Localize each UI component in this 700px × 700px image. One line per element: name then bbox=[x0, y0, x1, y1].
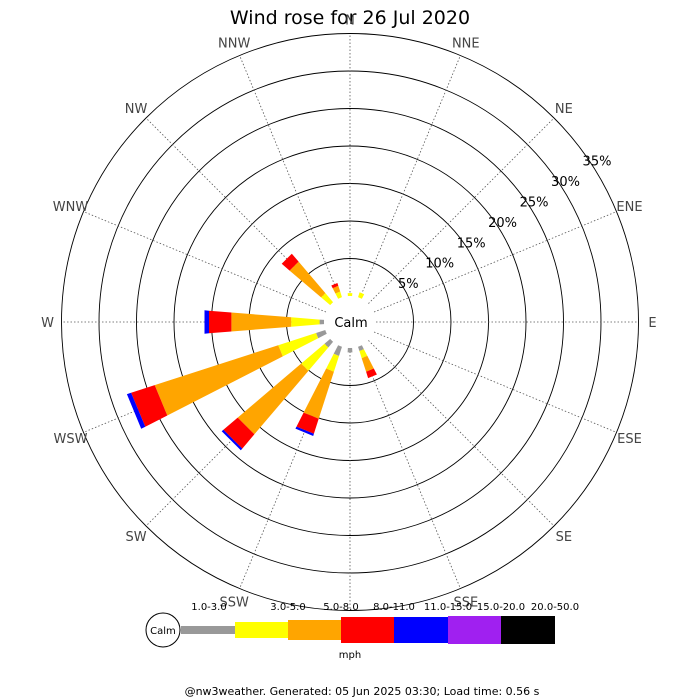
direction-labels: NNNENEENEEESESESSESSSWSWWSWWWNWNWNNW bbox=[41, 14, 657, 634]
legend-swatch-5 bbox=[394, 617, 448, 643]
legend-calm-label: Calm bbox=[150, 626, 176, 637]
direction-label-sse: SSE bbox=[453, 596, 478, 611]
ring-label-20: 20% bbox=[488, 216, 517, 231]
direction-label-n: N bbox=[345, 14, 355, 29]
spoke-sse bbox=[359, 345, 461, 589]
bar-sse-bin-2 bbox=[359, 349, 368, 359]
spoke-ese bbox=[373, 331, 617, 433]
direction-label-ne: NE bbox=[555, 102, 573, 117]
direction-label-w: W bbox=[41, 316, 54, 331]
bar-sse-bin-1 bbox=[358, 345, 364, 351]
bar-nnw-bin-2 bbox=[335, 291, 342, 299]
legend-swatch-3 bbox=[288, 620, 341, 640]
bar-nw-bin-4 bbox=[281, 253, 299, 271]
bar-n-bin-2 bbox=[347, 293, 353, 297]
direction-label-nne: NNE bbox=[452, 37, 480, 52]
bar-wsw-bin-5 bbox=[126, 392, 146, 429]
legend-swatch-7 bbox=[501, 616, 555, 644]
bar-sse-bin-4 bbox=[366, 368, 377, 379]
bar-nw-bin-3 bbox=[289, 261, 326, 298]
ring-20-percent bbox=[173, 145, 527, 499]
bar-wsw-bin-2 bbox=[278, 333, 319, 357]
legend-label-2: 3.0-5.0 bbox=[270, 602, 305, 613]
ring-label-15: 15% bbox=[457, 236, 486, 251]
bar-ssw-bin-2 bbox=[326, 353, 339, 372]
bar-nnw-bin-3 bbox=[332, 285, 341, 294]
legend-label-6: 15.0-20.0 bbox=[477, 602, 525, 613]
spoke-ne bbox=[368, 117, 555, 304]
spoke-se bbox=[368, 340, 555, 527]
ring-25-percent bbox=[136, 108, 564, 536]
bar-ssw-bin-4 bbox=[296, 412, 319, 434]
bar-nne-bin-2 bbox=[358, 292, 365, 299]
ring-label-5: 5% bbox=[398, 277, 419, 292]
bar-ssw-bin-3 bbox=[303, 368, 334, 419]
calm-circle bbox=[324, 296, 376, 348]
bar-sw-bin-5 bbox=[221, 429, 243, 451]
calm-label: Calm bbox=[334, 316, 367, 331]
ring-label-30: 30% bbox=[551, 175, 580, 190]
bar-nnw-bin-4 bbox=[331, 283, 339, 289]
legend-label-1: 1.0-3.0 bbox=[191, 602, 226, 613]
direction-label-e: E bbox=[648, 316, 656, 331]
speed-legend: Calm 1.0-3.0 3.0-5.0 5.0-8.0 8.0-11.0 11.0-15… bbox=[145, 602, 579, 648]
chart-title: Wind rose for 26 Jul 2020 bbox=[230, 7, 470, 29]
legend-swatch-6 bbox=[448, 616, 501, 644]
bar-w-bin-4 bbox=[209, 310, 232, 334]
direction-label-nnw: NNW bbox=[218, 37, 250, 52]
direction-label-ssw: SSW bbox=[220, 596, 250, 611]
bar-ssw-bin-1 bbox=[333, 345, 342, 356]
legend-label-7: 20.0-50.0 bbox=[531, 602, 579, 613]
ring-35-percent bbox=[61, 33, 639, 611]
bar-sse-bin-3 bbox=[361, 355, 374, 372]
bar-wsw-bin-4 bbox=[131, 385, 168, 427]
legend-label-5: 11.0-15.0 bbox=[424, 602, 472, 613]
bar-sw-bin-4 bbox=[223, 417, 255, 449]
wind-bars bbox=[126, 253, 377, 451]
legend-label-4: 8.0-11.0 bbox=[373, 602, 415, 613]
bar-w-bin-3 bbox=[231, 312, 292, 332]
bar-nw-bin-2 bbox=[321, 293, 334, 306]
calm-center: Calm bbox=[324, 296, 376, 348]
footer-text: @nw3weather. Generated: 05 Jun 2025 03:3… bbox=[185, 685, 540, 698]
bar-w-bin-5 bbox=[204, 310, 209, 334]
direction-label-nw: NW bbox=[125, 102, 148, 117]
ring-labels: 5% 10%15%20%25%30%35% bbox=[398, 155, 611, 293]
bar-sw-bin-2 bbox=[301, 343, 329, 371]
speed-unit-label: mph bbox=[339, 650, 361, 661]
legend-swatch-4 bbox=[341, 617, 394, 643]
direction-label-ene: ENE bbox=[616, 200, 642, 215]
bar-w-bin-1 bbox=[319, 319, 325, 325]
legend-label-3: 5.0-8.0 bbox=[323, 602, 358, 613]
bar-ssw-bin-5 bbox=[295, 426, 314, 436]
direction-label-sw: SW bbox=[126, 530, 147, 545]
legend-swatch-1 bbox=[181, 626, 235, 634]
direction-label-wnw: WNW bbox=[53, 200, 89, 215]
bar-wsw-bin-3 bbox=[154, 345, 283, 416]
bar-sw-bin-1 bbox=[324, 338, 334, 348]
direction-label-wsw: WSW bbox=[54, 432, 88, 447]
bar-w-bin-2 bbox=[291, 317, 320, 327]
ring-label-25: 25% bbox=[520, 196, 549, 211]
bar-wsw-bin-1 bbox=[316, 330, 327, 339]
direction-label-ese: ESE bbox=[617, 432, 642, 447]
legend-swatch-2 bbox=[235, 622, 288, 638]
legend-calm-circle bbox=[145, 612, 181, 648]
ring-label-35: 35% bbox=[583, 155, 612, 170]
direction-label-se: SE bbox=[556, 530, 572, 545]
bar-s-bin-1 bbox=[347, 347, 353, 353]
ring-label-10: 10% bbox=[425, 257, 454, 272]
bar-sw-bin-3 bbox=[237, 363, 309, 435]
